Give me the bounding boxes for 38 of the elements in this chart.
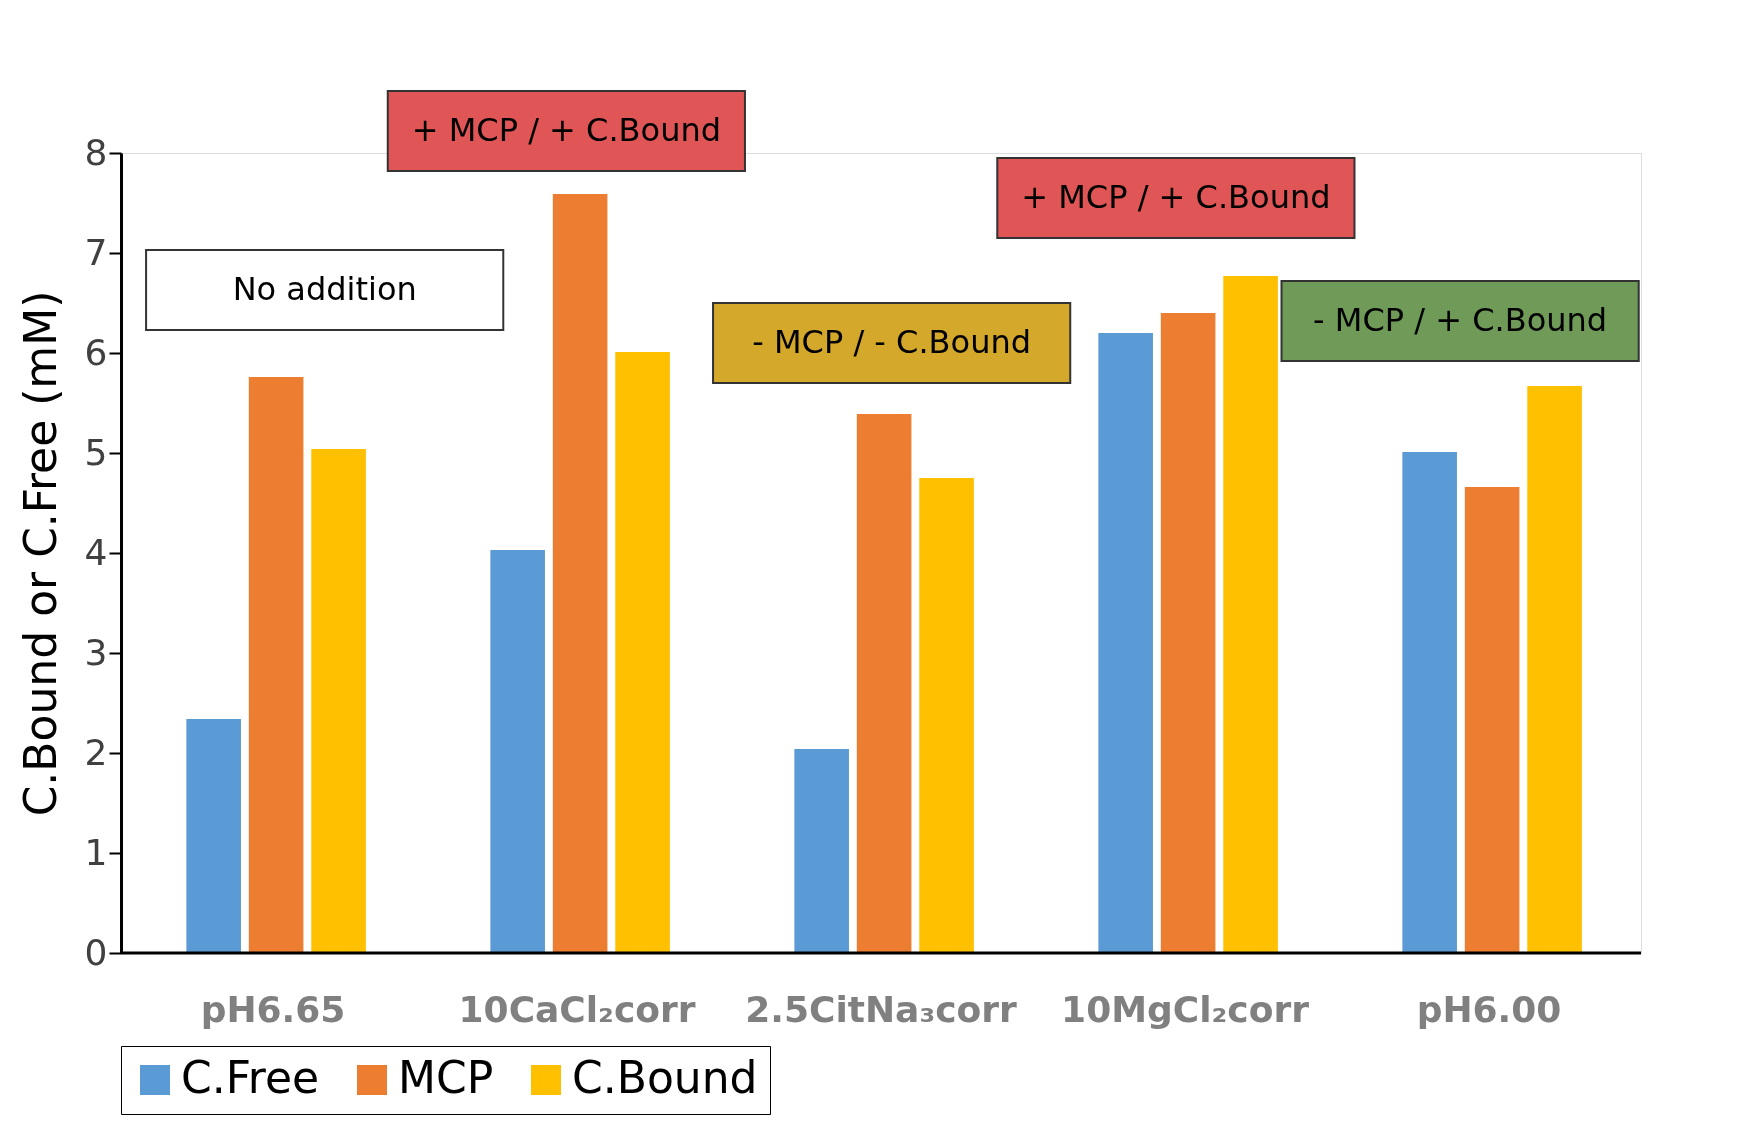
- bar: [1402, 452, 1457, 953]
- y-tick-label: 4: [84, 531, 108, 573]
- bar: [490, 550, 545, 953]
- bar: [615, 352, 670, 953]
- y-tick-label: 2: [84, 731, 108, 773]
- y-tick-label: 0: [84, 931, 108, 973]
- annotation: No addition: [232, 270, 417, 308]
- bar: [186, 719, 241, 953]
- legend-label: C.Free: [181, 1052, 320, 1103]
- annotation: + MCP / + C.Bound: [1021, 178, 1331, 216]
- text: + MCP / + C.Bound: [411, 111, 721, 149]
- y-tick-label: 5: [84, 431, 108, 473]
- bar: [552, 194, 608, 953]
- x-tick-label: 2.5CitNa₃corr: [745, 988, 1017, 1030]
- bar: [1160, 313, 1216, 953]
- y-tick-label: 1: [84, 831, 108, 873]
- y-tick-label: 3: [84, 631, 108, 673]
- bar: [1464, 487, 1520, 953]
- bar: [1223, 276, 1278, 953]
- y-tick-label: 8: [84, 131, 108, 173]
- y-axis-title: C.Bound or C.Free (mM): [14, 290, 66, 817]
- annotation: - MCP / - C.Bound: [752, 323, 1032, 361]
- bar: [1098, 333, 1153, 953]
- bar: [1527, 386, 1582, 953]
- x-tick-label: 10MgCl₂corr: [1061, 988, 1310, 1030]
- bar: [311, 449, 366, 953]
- bar: [856, 414, 912, 953]
- x-tick-label: 10CaCl₂corr: [458, 988, 696, 1030]
- legend-label: C.Bound: [572, 1052, 758, 1103]
- annotation: - MCP / + C.Bound: [1313, 301, 1608, 339]
- bar: [919, 478, 974, 953]
- legend-label: MCP: [398, 1052, 494, 1103]
- y-tick-label: 7: [84, 231, 108, 273]
- y-tick-label: 6: [84, 331, 108, 373]
- bar: [248, 377, 304, 953]
- bar: [794, 749, 849, 953]
- x-tick-label: pH6.00: [1416, 988, 1562, 1030]
- x-tick-label: pH6.65: [200, 988, 346, 1030]
